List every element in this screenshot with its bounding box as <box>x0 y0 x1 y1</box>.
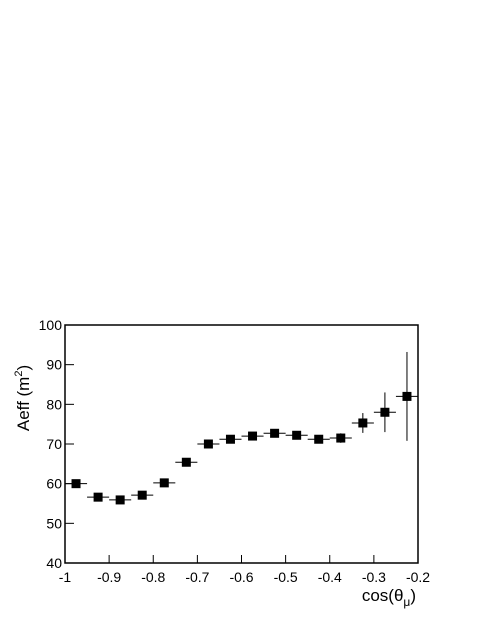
marker <box>358 418 368 428</box>
marker <box>159 478 169 488</box>
marker <box>225 434 235 444</box>
x-tick-label: -1 <box>59 569 72 585</box>
y-title-sup: 2 <box>13 371 25 377</box>
y-tick-label: 80 <box>46 396 62 412</box>
marker <box>115 495 125 505</box>
x-tick-label: -0.7 <box>185 569 209 585</box>
marker <box>93 492 103 502</box>
y-tick-label: 70 <box>46 436 62 452</box>
x-tick-label: -0.4 <box>318 569 342 585</box>
x-tick-label: -0.2 <box>406 569 430 585</box>
y-title-part: ) <box>14 365 33 371</box>
x-tick-label: -0.8 <box>141 569 165 585</box>
y-axis-title: Aeff (m2) <box>13 365 33 431</box>
x-title-part: ) <box>410 586 416 605</box>
y-tick-label: 40 <box>46 555 62 571</box>
marker <box>380 407 390 417</box>
x-tick-label: -0.3 <box>362 569 386 585</box>
y-tick-label: 50 <box>46 515 62 531</box>
marker <box>71 479 81 489</box>
marker <box>336 433 346 443</box>
marker <box>292 430 302 440</box>
marker <box>314 434 324 444</box>
marker <box>270 428 280 438</box>
marker <box>248 431 258 441</box>
y-tick-label: 90 <box>46 357 62 373</box>
marker <box>402 391 412 401</box>
marker <box>203 439 213 449</box>
marker <box>181 457 191 467</box>
x-axis-title: cos(θμ) <box>362 586 416 609</box>
plot-frame <box>64 324 419 564</box>
x-tick-label: -0.6 <box>229 569 253 585</box>
x-title-sub: μ <box>403 595 410 609</box>
y-tick-label: 100 <box>39 317 63 333</box>
y-tick-label: 60 <box>46 476 62 492</box>
y-title-part: Aeff (m <box>14 377 33 431</box>
x-tick-label: -0.9 <box>97 569 121 585</box>
x-tick-label: -0.5 <box>274 569 298 585</box>
marker <box>137 490 147 500</box>
x-title-part: cos(θ <box>362 586 404 605</box>
